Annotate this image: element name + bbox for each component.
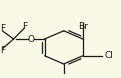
Text: F: F [0,46,5,55]
Text: O: O [27,34,34,44]
Text: Br: Br [78,22,88,31]
Text: Cl: Cl [105,51,114,60]
Text: F: F [0,24,5,33]
Text: F: F [22,22,27,31]
